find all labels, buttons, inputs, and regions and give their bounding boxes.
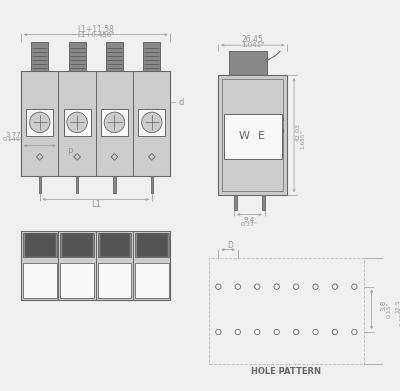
Bar xyxy=(101,109,128,136)
Circle shape xyxy=(30,112,50,133)
Text: P: P xyxy=(67,148,72,157)
Text: E: E xyxy=(258,131,265,142)
Circle shape xyxy=(274,284,279,289)
Text: HOLE PATTERN: HOLE PATTERN xyxy=(251,367,321,376)
Circle shape xyxy=(313,284,318,289)
Bar xyxy=(21,70,170,176)
Text: D: D xyxy=(227,241,233,250)
Bar xyxy=(23,263,56,298)
Circle shape xyxy=(216,329,221,335)
Text: 3.77: 3.77 xyxy=(6,132,21,138)
Circle shape xyxy=(352,284,357,289)
Bar xyxy=(262,195,265,210)
Bar xyxy=(98,233,131,257)
Circle shape xyxy=(274,329,279,335)
Text: 12.5: 12.5 xyxy=(395,299,400,313)
Circle shape xyxy=(104,112,125,133)
Circle shape xyxy=(235,329,240,335)
Bar xyxy=(106,42,123,70)
Bar xyxy=(113,176,116,193)
Text: 3.8: 3.8 xyxy=(380,300,386,311)
Bar xyxy=(38,176,41,193)
Text: d: d xyxy=(178,98,184,107)
Circle shape xyxy=(254,284,260,289)
Bar xyxy=(222,79,284,191)
Polygon shape xyxy=(74,154,80,160)
Bar xyxy=(100,233,129,256)
Bar xyxy=(76,176,78,193)
Bar xyxy=(23,233,56,257)
Bar xyxy=(137,233,167,256)
Bar xyxy=(60,263,94,298)
Text: 26.45: 26.45 xyxy=(242,35,264,44)
Circle shape xyxy=(67,112,87,133)
Text: W: W xyxy=(239,131,250,142)
Bar xyxy=(64,109,90,136)
Text: L1: L1 xyxy=(91,200,101,209)
Circle shape xyxy=(293,284,299,289)
Bar xyxy=(234,195,237,210)
Text: L1+11.58: L1+11.58 xyxy=(77,25,114,34)
Text: 0.15": 0.15" xyxy=(386,301,391,317)
Circle shape xyxy=(142,112,162,133)
Polygon shape xyxy=(111,154,118,160)
Bar xyxy=(135,233,168,257)
Bar xyxy=(224,114,282,159)
Circle shape xyxy=(254,329,260,335)
Bar xyxy=(31,42,48,70)
Bar xyxy=(138,109,165,136)
Bar xyxy=(62,233,92,256)
Text: 0.149": 0.149" xyxy=(3,138,24,142)
Bar xyxy=(229,51,267,75)
Bar xyxy=(209,258,364,364)
Circle shape xyxy=(332,329,338,335)
Circle shape xyxy=(313,329,318,335)
Circle shape xyxy=(293,329,299,335)
Circle shape xyxy=(235,284,240,289)
Bar xyxy=(26,109,53,136)
Bar xyxy=(143,42,160,70)
Circle shape xyxy=(216,284,221,289)
Circle shape xyxy=(352,329,357,335)
Text: 0.37": 0.37" xyxy=(241,222,258,227)
Text: 42.03: 42.03 xyxy=(295,123,300,141)
Text: 9.4: 9.4 xyxy=(244,217,255,223)
Bar xyxy=(98,263,131,298)
Polygon shape xyxy=(148,154,155,160)
Text: L1+0.456": L1+0.456" xyxy=(77,32,114,38)
Bar xyxy=(151,176,153,193)
Bar xyxy=(25,233,54,256)
Text: 1.655": 1.655" xyxy=(300,129,305,149)
Text: 1.041": 1.041" xyxy=(241,42,264,48)
Bar xyxy=(69,42,86,70)
Bar xyxy=(21,231,170,300)
Bar xyxy=(135,263,168,298)
Bar xyxy=(60,233,94,257)
Bar xyxy=(218,75,287,195)
Polygon shape xyxy=(36,154,43,160)
Circle shape xyxy=(332,284,338,289)
